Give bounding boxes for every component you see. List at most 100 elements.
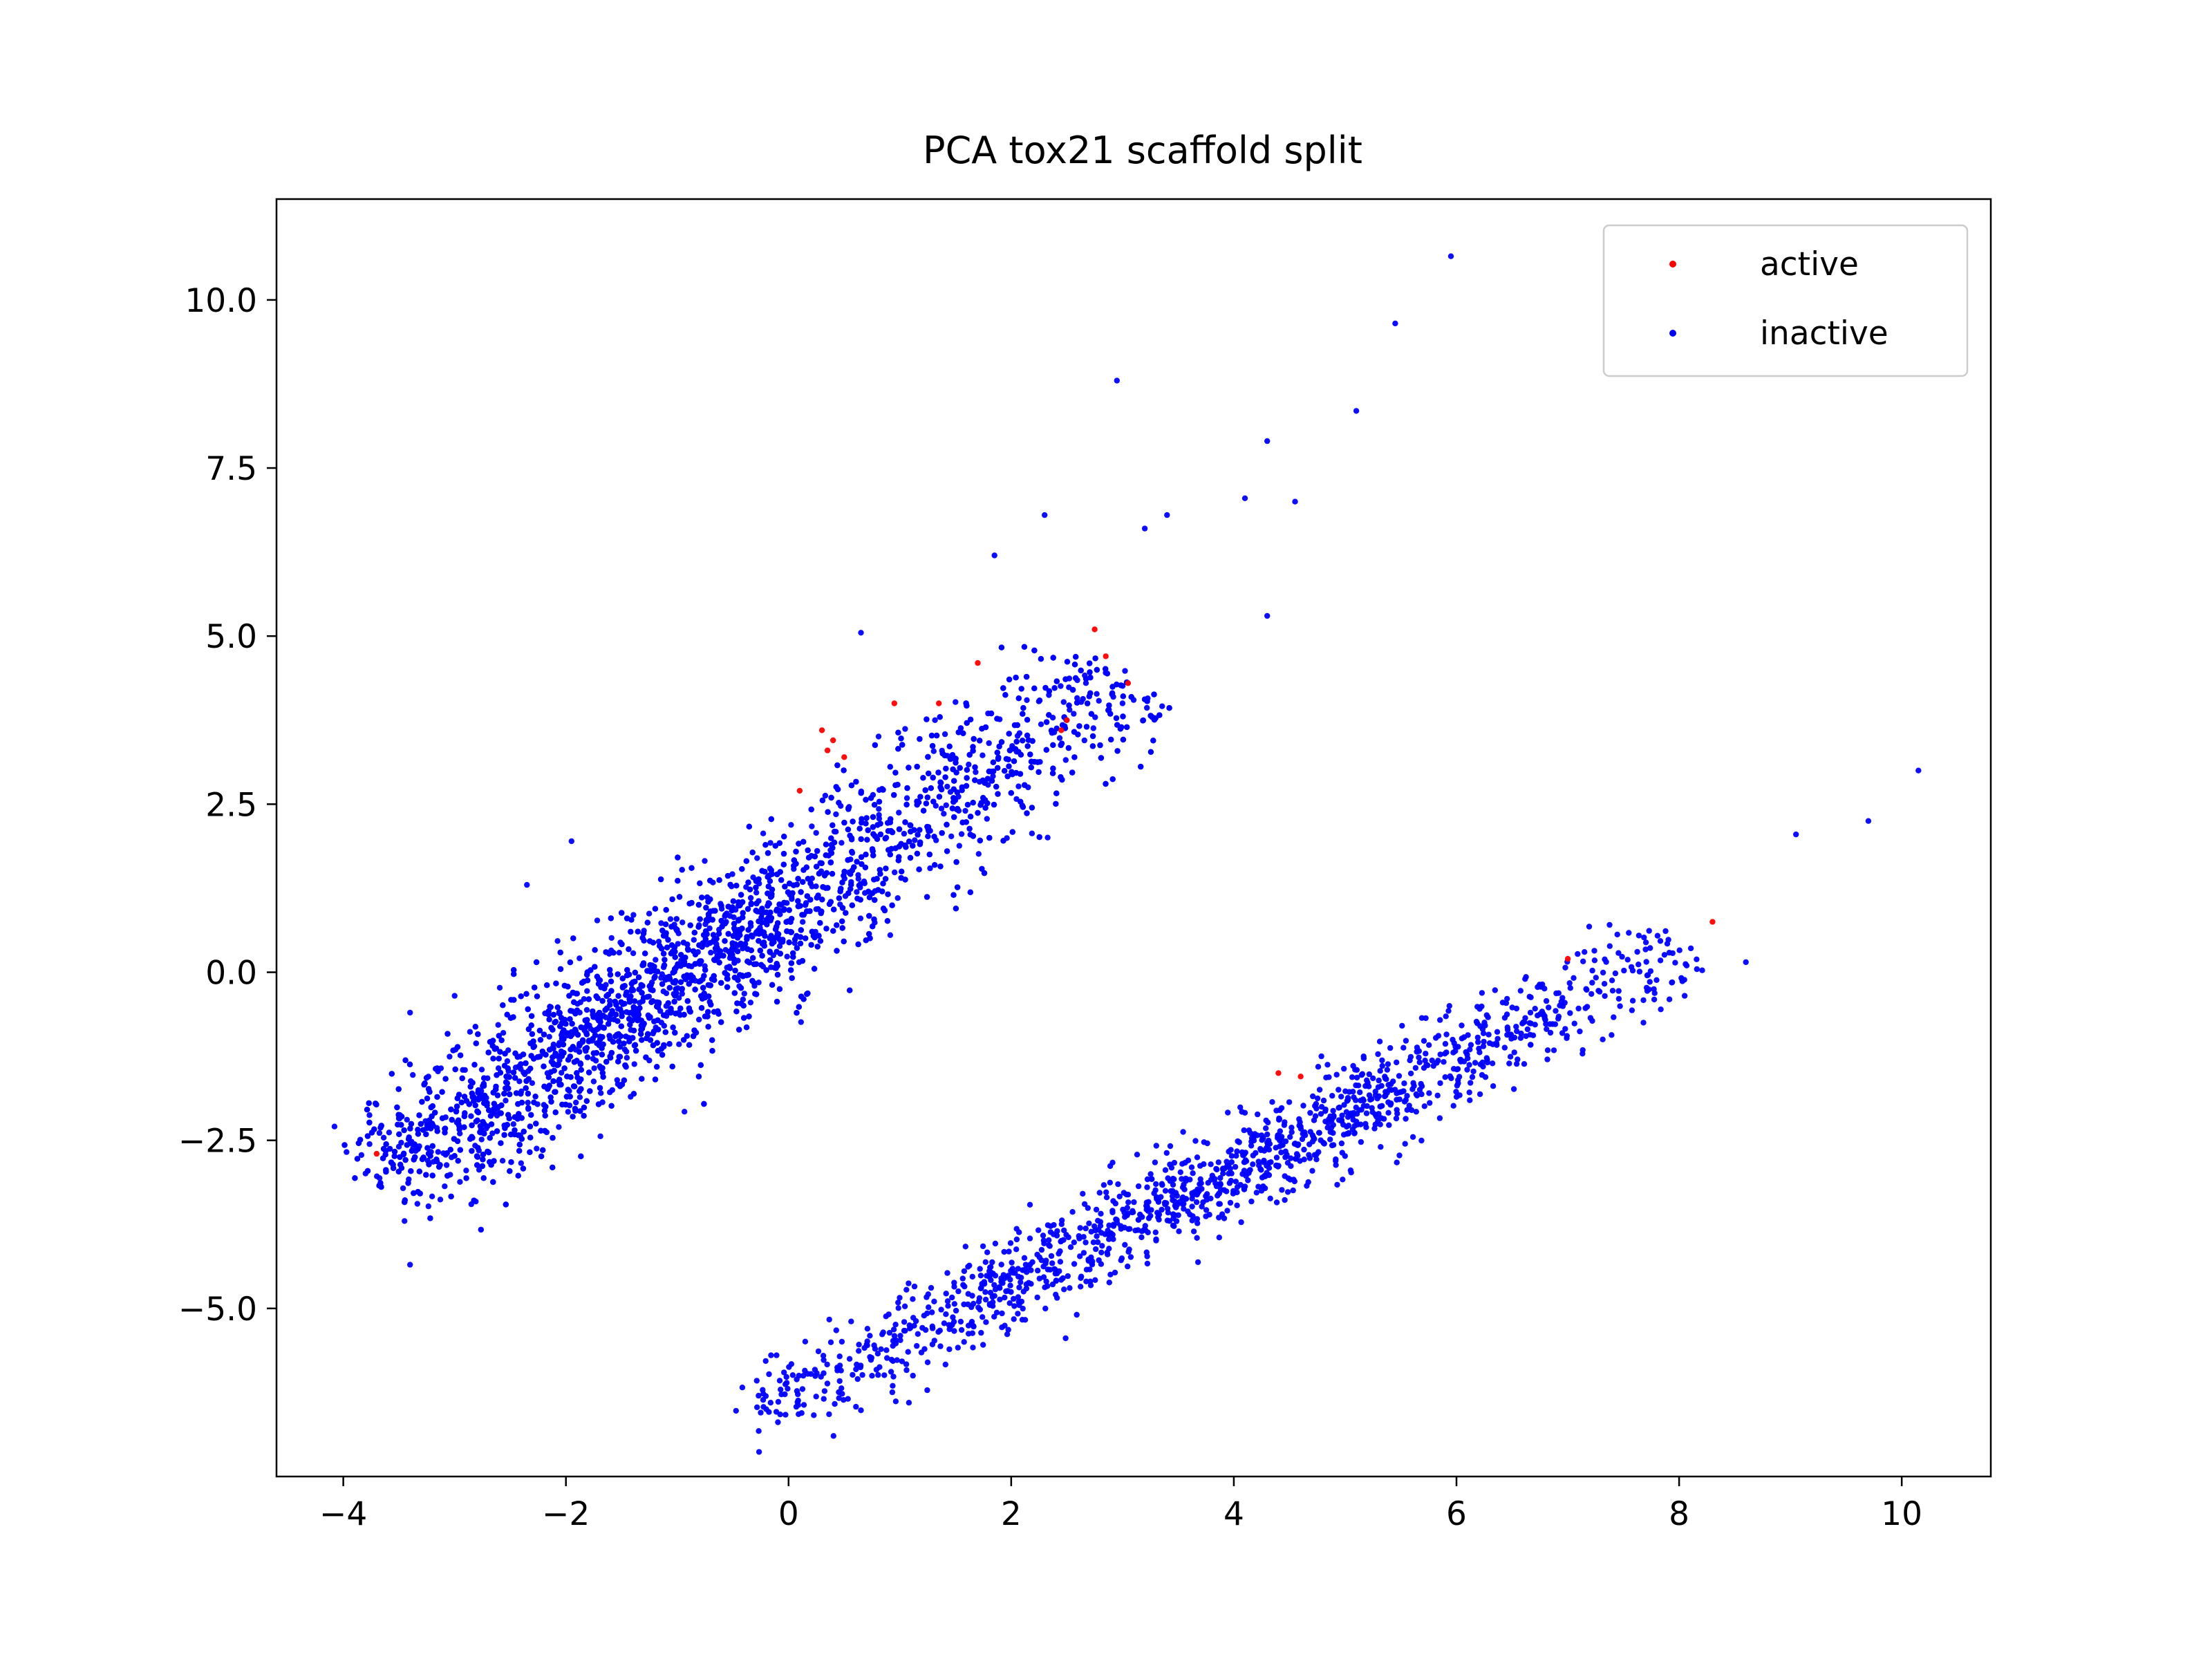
inactive-point [523,1085,529,1091]
inactive-point [1109,690,1116,696]
inactive-point [567,959,574,966]
inactive-point [1135,1217,1142,1224]
inactive-point [567,1053,573,1060]
inactive-point [855,872,861,879]
inactive-point [397,1161,404,1168]
inactive-point [1212,1180,1219,1186]
inactive-point [638,1022,645,1029]
inactive-point [894,782,901,788]
inactive-point [705,899,711,905]
inactive-point [1481,1038,1487,1045]
inactive-point [1038,721,1044,728]
inactive-point [933,732,940,739]
inactive-point [1484,1057,1490,1063]
inactive-point [739,926,745,932]
inactive-point [892,769,899,776]
inactive-point [1225,1109,1231,1116]
inactive-point [414,1201,420,1207]
inactive-point [1657,957,1664,964]
inactive-point [1114,748,1121,754]
inactive-point [1339,1112,1345,1118]
inactive-point [1023,673,1030,680]
inactive-point [831,839,838,846]
inactive-point [1429,1057,1435,1064]
inactive-point [1340,1132,1347,1138]
inactive-point [816,870,823,877]
inactive-point [888,1369,894,1375]
inactive-point [988,778,995,784]
inactive-point [1409,1134,1416,1141]
inactive-point [925,1291,932,1297]
inactive-point [696,942,702,948]
inactive-point [1443,1031,1450,1038]
inactive-point [716,959,722,966]
inactive-point [1414,1092,1421,1099]
inactive-point [398,1122,404,1128]
inactive-point [1246,1168,1253,1174]
inactive-point [950,798,957,805]
inactive-point [1230,1190,1237,1197]
inactive-point [814,847,821,854]
inactive-point [1288,1129,1295,1136]
inactive-point [595,1101,602,1107]
inactive-point [1227,1165,1234,1172]
inactive-point [854,859,860,865]
inactive-point [1517,988,1524,994]
inactive-point [1666,996,1673,1002]
inactive-point [1635,932,1642,939]
inactive-point [478,1126,485,1132]
inactive-point [1109,776,1116,782]
inactive-point [424,1145,431,1151]
inactive-point [511,997,517,1003]
inactive-point [756,980,762,986]
inactive-point [655,1027,662,1033]
inactive-point [970,744,976,750]
inactive-point [544,982,550,988]
inactive-point [1619,953,1625,960]
inactive-point [534,993,541,1000]
inactive-point [697,880,703,887]
inactive-point [1418,1137,1425,1144]
inactive-point [972,764,978,771]
inactive-point [953,906,959,912]
inactive-point [592,1058,599,1064]
inactive-point [1012,746,1019,752]
inactive-point [1009,769,1015,775]
inactive-point [624,915,630,921]
inactive-point [767,1400,774,1406]
inactive-point [513,1090,520,1096]
inactive-point [830,822,836,829]
inactive-point [1098,1261,1105,1267]
inactive-point [561,1065,568,1071]
inactive-point [408,1121,415,1127]
inactive-point [691,948,697,955]
inactive-point [947,756,954,762]
inactive-point [1010,1270,1016,1276]
inactive-point [754,1404,760,1411]
inactive-point [668,924,675,930]
inactive-point [1081,737,1088,744]
inactive-point [518,993,524,1000]
inactive-point [644,968,650,974]
inactive-point [480,1096,487,1102]
inactive-point [1058,683,1064,689]
inactive-point [577,1040,583,1047]
inactive-point [1027,751,1033,758]
inactive-point [826,1411,832,1418]
inactive-point [1200,1199,1206,1206]
inactive-point [507,1091,513,1098]
inactive-point [1220,1166,1226,1173]
inactive-point [1544,1056,1550,1062]
inactive-point [967,814,974,820]
inactive-point [655,1000,661,1006]
inactive-point [608,978,615,985]
inactive-point [480,1152,487,1158]
inactive-point [1121,1209,1127,1216]
inactive-point [398,1139,404,1146]
inactive-point [838,1367,844,1374]
inactive-point [988,1277,994,1284]
inactive-point [902,726,908,732]
inactive-point [996,1284,1003,1291]
inactive-point [777,869,783,875]
inactive-point [1028,1267,1034,1273]
